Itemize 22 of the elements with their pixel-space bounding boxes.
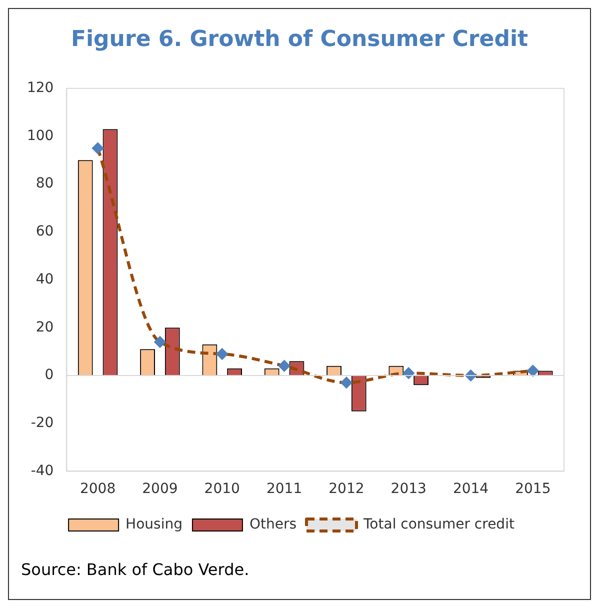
y-tick-label: 100 — [26, 128, 54, 144]
chart-title: Figure 6. Growth of Consumer Credit — [70, 26, 529, 54]
x-tick-label: 2008 — [80, 481, 116, 498]
y-tick-label: 20 — [36, 319, 54, 336]
x-tick-label: 2013 — [390, 481, 426, 498]
y-tick-label: 80 — [36, 176, 54, 192]
x-tick-label: 2010 — [204, 481, 240, 498]
x-tick-label: 2014 — [452, 481, 489, 498]
legend-label: Total consumer credit — [362, 516, 515, 533]
y-tick-label: 60 — [36, 224, 54, 240]
source-note: Source: Bank of Cabo Verde. — [20, 559, 250, 581]
y-tick-label: 40 — [36, 271, 54, 288]
y-tick-label: 120 — [26, 80, 54, 96]
x-tick-label: 2015 — [515, 481, 551, 498]
x-tick-label: 2011 — [266, 481, 302, 498]
legend-label: Others — [249, 516, 297, 533]
y-tick-label: 0 — [44, 367, 54, 384]
y-tick-label: -40 — [30, 462, 54, 479]
legend-label: Housing — [126, 516, 182, 533]
x-tick-label: 2012 — [328, 481, 364, 498]
x-tick-label: 2009 — [142, 481, 178, 498]
y-tick-label: -20 — [30, 414, 54, 431]
